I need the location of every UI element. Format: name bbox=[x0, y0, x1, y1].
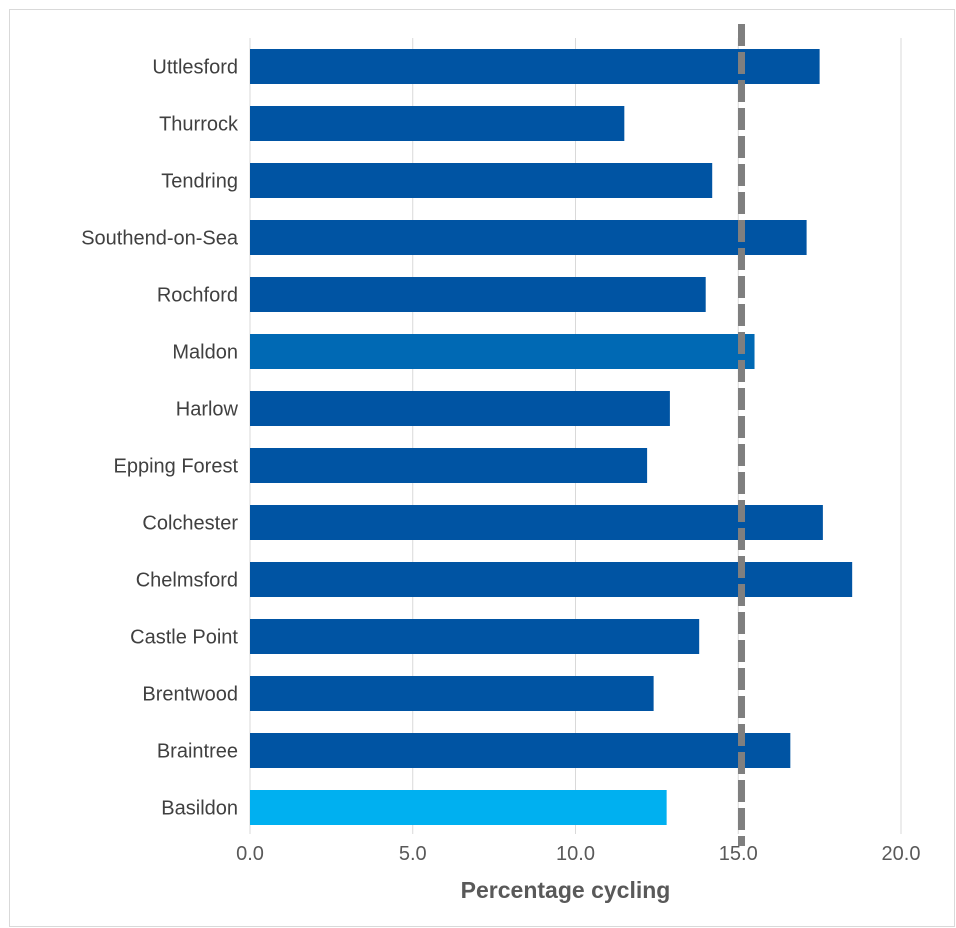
category-label-rochford: Rochford bbox=[157, 285, 238, 307]
bar-maldon bbox=[250, 334, 755, 369]
category-label-brentwood: Brentwood bbox=[142, 684, 238, 706]
x-tick-label-5-0: 5.0 bbox=[399, 843, 427, 865]
bar-thurrock bbox=[250, 106, 625, 141]
bar-rochford bbox=[250, 277, 706, 312]
bar-epping-forest bbox=[250, 448, 648, 483]
category-label-colchester: Colchester bbox=[142, 513, 238, 535]
category-label-braintree: Braintree bbox=[157, 741, 238, 763]
category-label-basildon: Basildon bbox=[161, 798, 238, 820]
x-tick-label-10-0: 10.0 bbox=[556, 843, 595, 865]
gridlines bbox=[249, 38, 902, 834]
bar-braintree bbox=[250, 733, 791, 768]
category-label-chelmsford: Chelmsford bbox=[136, 570, 238, 592]
bar-chart: Uttlesford Thurrock Tendring Southend-on-Se… bbox=[81, 24, 920, 903]
x-tick-labels: 0.0 5.0 10.0 15.0 20.0 bbox=[236, 843, 920, 865]
category-label-epping-forest: Epping Forest bbox=[113, 456, 238, 478]
bar-colchester bbox=[250, 505, 823, 540]
bar-brentwood bbox=[250, 676, 654, 711]
bar-castle-point bbox=[250, 619, 700, 654]
category-label-harlow: Harlow bbox=[176, 399, 239, 421]
category-label-castle-point: Castle Point bbox=[130, 627, 238, 649]
bar-basildon bbox=[250, 790, 667, 825]
x-tick-label-0-0: 0.0 bbox=[236, 843, 264, 865]
bar-chelmsford bbox=[250, 562, 853, 597]
x-tick-label-20-0: 20.0 bbox=[882, 843, 921, 865]
category-label-uttlesford: Uttlesford bbox=[152, 57, 238, 79]
bar-southend-on-sea bbox=[250, 220, 807, 255]
bar-harlow bbox=[250, 391, 670, 426]
category-label-southend-on-sea: Southend-on-Sea bbox=[81, 228, 239, 250]
category-label-thurrock: Thurrock bbox=[159, 114, 239, 136]
bar-tendring bbox=[250, 163, 713, 198]
x-tick-label-15-0: 15.0 bbox=[719, 843, 758, 865]
category-labels: Uttlesford Thurrock Tendring Southend-on-Se… bbox=[81, 57, 239, 820]
bars bbox=[250, 49, 853, 825]
category-label-tendring: Tendring bbox=[161, 171, 238, 193]
chart-area: Uttlesford Thurrock Tendring Southend-on-Se… bbox=[9, 9, 955, 927]
bar-uttlesford bbox=[250, 49, 820, 84]
category-label-maldon: Maldon bbox=[172, 342, 238, 364]
x-axis-title: Percentage cycling bbox=[461, 877, 671, 903]
